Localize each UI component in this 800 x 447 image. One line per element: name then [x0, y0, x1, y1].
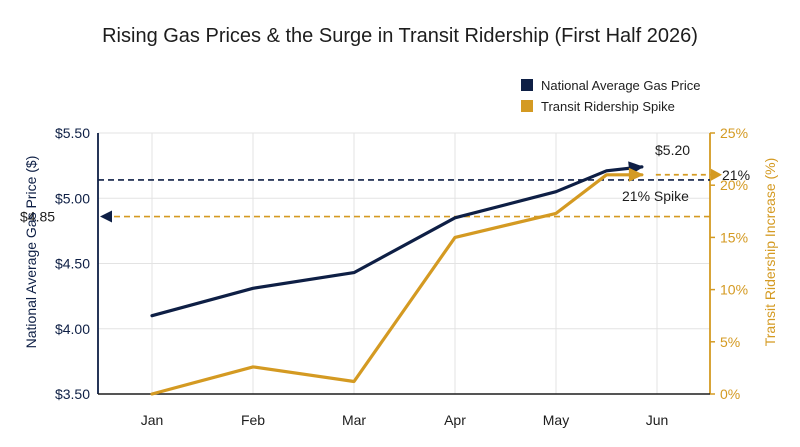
gridlines — [98, 132, 710, 395]
reference-arrow-left-icon — [100, 210, 112, 223]
annotation-gas-peak: $5.20 — [655, 142, 690, 158]
x-tick-label: May — [543, 412, 569, 428]
x-tick-label: Feb — [241, 412, 265, 428]
y-axis-right-label: Transit Ridership Increase (%) — [762, 158, 778, 347]
legend-label-gas: National Average Gas Price — [541, 78, 700, 93]
ridership-line — [150, 173, 644, 396]
gas-price-line — [150, 165, 644, 318]
chart-title: Rising Gas Prices & the Surge in Transit… — [102, 25, 698, 47]
y-right-tick-label: 20% — [720, 177, 748, 193]
y-right-tick-label: 25% — [720, 125, 748, 141]
ridership-arrow-icon — [628, 167, 644, 182]
y-left-tick-label: $5.50 — [55, 125, 90, 141]
y-right-tick-label: 0% — [720, 386, 740, 402]
reference-lines — [98, 179, 710, 223]
x-tick-label: Apr — [444, 412, 466, 428]
y-axis-left-label: National Average Gas Price ($) — [23, 156, 39, 349]
legend-swatch-ridership — [521, 100, 533, 112]
x-tick-label: Jun — [646, 412, 669, 428]
annotation-gas-ref: $4.85 — [20, 209, 55, 225]
y-left-tick-label: $4.00 — [55, 321, 90, 337]
y-right-tick-label: 15% — [720, 229, 748, 245]
annotation-ridership-end: 21% — [722, 167, 750, 183]
x-tick-label: Jan — [141, 412, 164, 428]
ridership-extension-arrow-icon — [711, 168, 722, 181]
legend-swatch-gas — [521, 79, 533, 91]
y-right-tick-label: 5% — [720, 334, 740, 350]
x-tick-label: Mar — [342, 412, 366, 428]
annotation-ridership-spike: 21% Spike — [622, 188, 689, 204]
axes: $3.50 $4.00 $4.50 $5.00 $5.50 0% 5% 10% 15% 20% 25… — [55, 125, 748, 428]
legend-label-ridership: Transit Ridership Spike — [541, 99, 675, 114]
y-left-tick-label: $5.00 — [55, 190, 90, 206]
legend: National Average Gas Price Transit Rider… — [521, 78, 700, 114]
y-left-tick-label: $4.50 — [55, 256, 90, 272]
y-right-tick-label: 10% — [720, 282, 748, 298]
annotations: $5.20 21% Spike 21% $4.85 — [20, 142, 750, 225]
data-series — [150, 161, 722, 396]
y-left-tick-label: $3.50 — [55, 386, 90, 402]
